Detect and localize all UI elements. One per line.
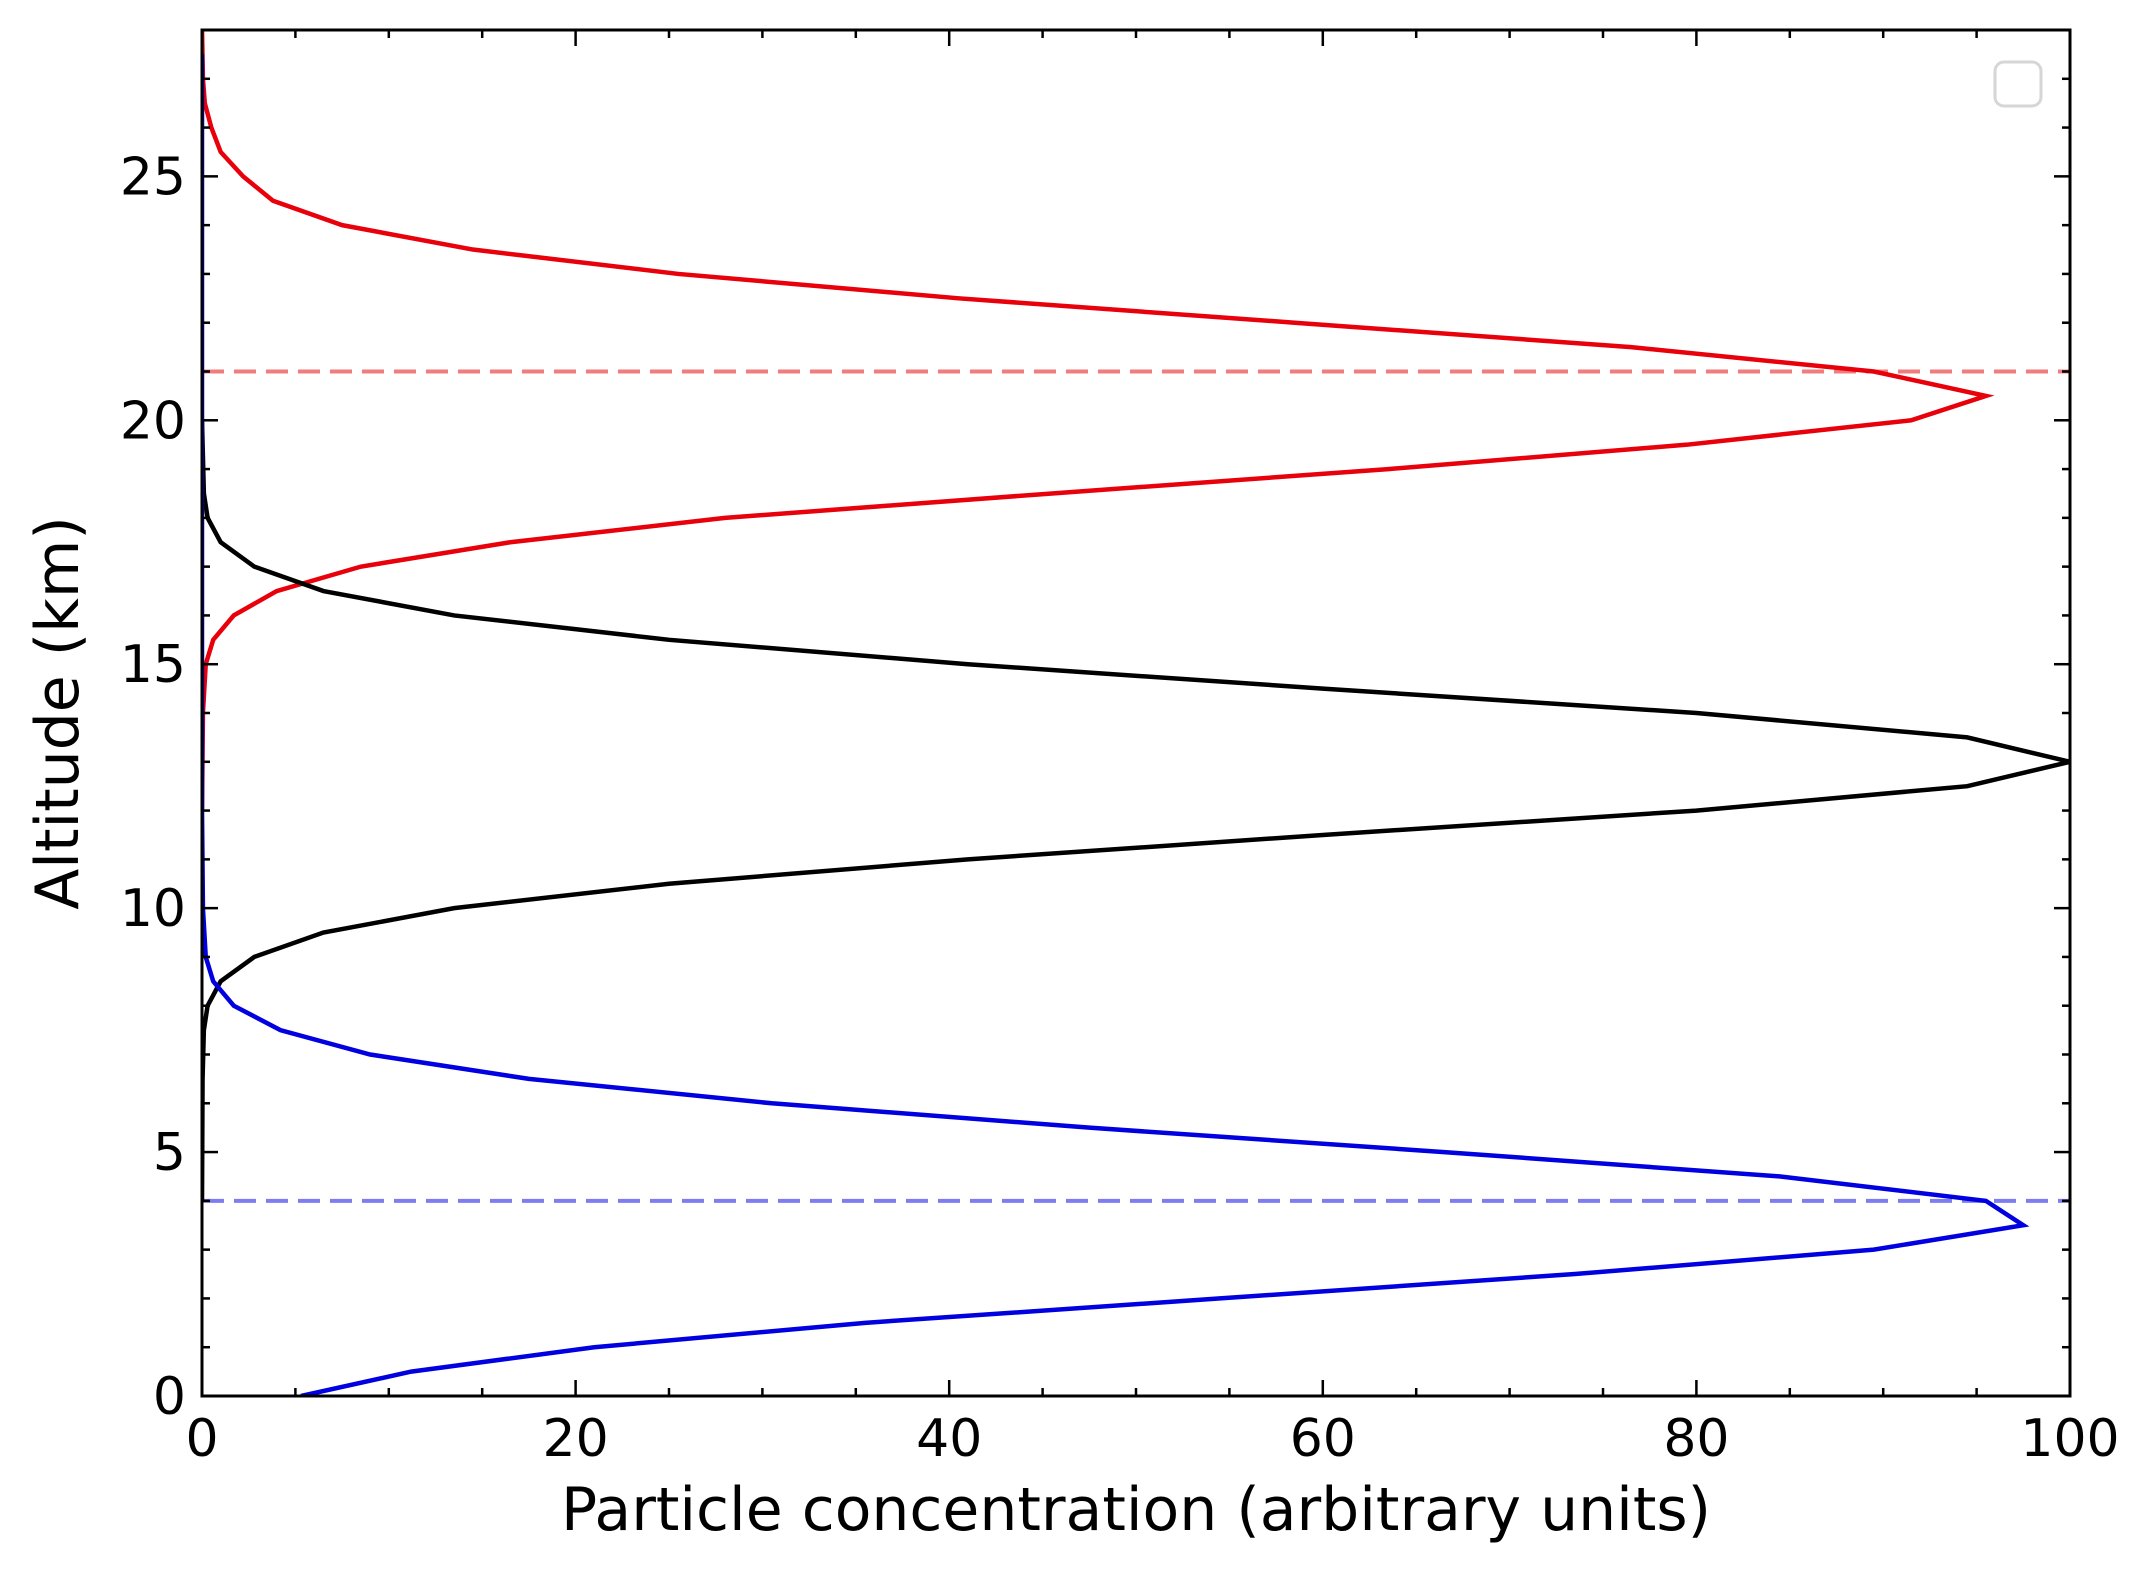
y-tick-label: 15 [120, 635, 186, 695]
red-profile-line [202, 30, 1995, 811]
y-tick-label: 0 [153, 1367, 186, 1427]
x-tick-label: 60 [1290, 1409, 1356, 1469]
black-profile-line [202, 420, 2070, 1201]
x-tick-label: 0 [185, 1409, 218, 1469]
x-tick-label: 80 [1663, 1409, 1729, 1469]
plot-frame [200, 28, 2072, 1398]
x-axis-label: Particle concentration (arbitrary units) [561, 1475, 1711, 1545]
x-tick-label: 20 [543, 1409, 609, 1469]
blue-profile-line [202, 54, 2030, 1396]
x-tick-label: 40 [916, 1409, 982, 1469]
x-tick-label: 100 [2020, 1409, 2119, 1469]
y-axis-label: Altitude (km) [23, 516, 93, 910]
y-tick-label: 10 [120, 879, 186, 939]
y-tick-label: 5 [153, 1123, 186, 1183]
legend-box [1993, 60, 2043, 108]
y-tick-label: 20 [120, 391, 186, 451]
y-tick-label: 25 [120, 147, 186, 207]
